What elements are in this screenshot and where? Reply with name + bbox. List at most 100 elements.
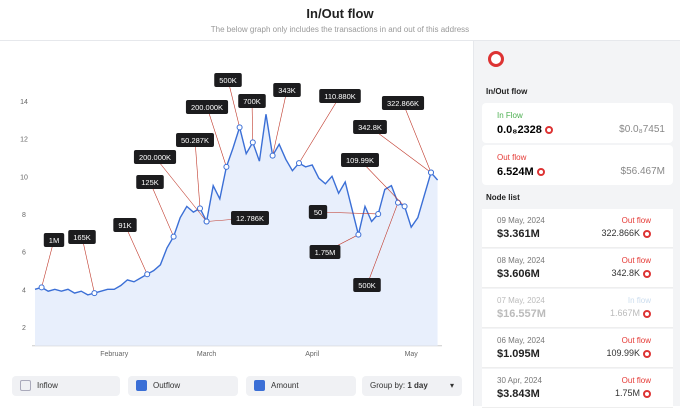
annotation-label: 109.99K — [346, 156, 374, 165]
value: 342.8K — [611, 268, 640, 278]
y-tick-label: 4 — [22, 287, 26, 294]
annotation-point — [395, 199, 401, 206]
label: In Flow — [497, 111, 523, 120]
y-tick-label: 14 — [20, 99, 28, 106]
node-row[interactable]: 30 Apr, 2024 $3.843M Out flow 1.75M — [482, 369, 673, 408]
annotation-leader — [149, 181, 174, 237]
amount: 109.99K — [606, 348, 651, 358]
annotation-point — [375, 210, 382, 217]
node-title: Node list — [486, 193, 520, 202]
annotation-box — [341, 153, 379, 167]
annotation-box — [214, 73, 242, 87]
annotation-point — [91, 290, 98, 297]
node-row[interactable]: 07 May, 2024 $16.557M In flow 1.667M — [482, 289, 673, 328]
annotation-point — [428, 169, 434, 176]
annotation-label: 700K — [243, 97, 261, 106]
y-tick-label: 6 — [22, 250, 26, 257]
usd: $56.467M — [620, 166, 665, 177]
annotation-leader — [366, 202, 399, 286]
annotation-point — [170, 233, 177, 240]
annotation-box — [113, 218, 137, 232]
annotation-label: 125K — [141, 178, 159, 187]
usd: $16.557M — [497, 308, 546, 320]
annotation-label: 200.000K — [139, 153, 171, 162]
annotation-point — [144, 271, 151, 278]
type: In flow — [627, 296, 651, 305]
annotation-box — [309, 245, 341, 259]
title: In/Out flow — [306, 6, 374, 21]
group-select[interactable]: Group by: 1 day ▾ — [362, 376, 462, 396]
amount: 6.524M — [497, 166, 545, 178]
value: 322.866K — [601, 228, 640, 238]
annotation-box — [308, 205, 328, 219]
annotation-leader — [154, 156, 207, 222]
annotation-leader — [317, 211, 379, 215]
logo — [488, 51, 504, 67]
annotation-point — [38, 284, 45, 291]
annotation-box — [353, 278, 381, 292]
amount: 0.0₈2328 — [497, 124, 553, 136]
annotation-leader — [402, 102, 432, 173]
annotation-box — [136, 175, 164, 189]
annotation-box — [238, 94, 266, 108]
node-row[interactable]: 06 May, 2024 $1.095M Out flow 109.99K — [482, 329, 673, 368]
annotation-leader — [81, 236, 95, 294]
line — [34, 114, 439, 296]
label: Group by: — [370, 381, 406, 390]
annotation-label: 342.8K — [358, 123, 382, 132]
inflow-card: In Flow 0.0₈2328 $0.0₈7451 — [482, 103, 673, 143]
outflow-card: Out flow 6.524M $56.467M — [482, 145, 673, 185]
annotation-label: 91K — [118, 221, 131, 230]
annotation-box — [319, 89, 361, 103]
annotation-label: 500K — [358, 281, 376, 290]
x-tick-label: March — [197, 351, 217, 358]
node-row[interactable]: 09 May, 2024 $3.361M Out flow 322.866K — [482, 209, 673, 248]
value: 1 day — [407, 381, 428, 390]
annotation-leader — [206, 106, 227, 167]
area — [35, 114, 438, 346]
annotation-label: 322.866K — [387, 99, 419, 108]
usd: $1.095M — [497, 348, 540, 360]
type: Out flow — [621, 256, 651, 265]
annotation-box — [185, 100, 229, 114]
inflow-toggle[interactable]: Inflow — [12, 376, 120, 396]
x-tick-label: April — [305, 351, 319, 358]
type: Out flow — [621, 216, 651, 225]
annotation-leader — [194, 139, 201, 209]
annotation-point — [296, 160, 302, 167]
annotation-point — [249, 139, 256, 146]
y-tick-label: 12 — [20, 137, 28, 144]
usd: $3.606M — [497, 268, 540, 280]
x-tick-label: February — [100, 351, 129, 358]
amount: 322.866K — [601, 228, 651, 238]
date: 06 May, 2024 — [497, 336, 545, 345]
outflow-toggle[interactable]: Outflow — [128, 376, 238, 396]
annotation-box — [273, 83, 301, 97]
annotation-point — [197, 205, 203, 212]
date: 30 Apr, 2024 — [497, 376, 542, 385]
annotation-point — [355, 231, 362, 238]
annotation-box — [133, 150, 177, 164]
usd: $0.0₈7451 — [619, 124, 665, 135]
subtitle: The below graph only includes the transa… — [210, 25, 470, 34]
node-row[interactable]: 08 May, 2024 $3.606M Out flow 342.8K — [482, 249, 673, 288]
annotation-label: 200.000K — [191, 103, 223, 112]
annotation-point — [269, 152, 276, 159]
y-tick-label: 8 — [22, 212, 26, 219]
annotation-box — [176, 133, 214, 147]
amount-toggle[interactable]: Amount — [246, 376, 356, 396]
annotation-label: 110.880K — [324, 92, 356, 101]
annotation-box — [231, 211, 269, 225]
annotation-leader — [41, 239, 55, 288]
annotation-box — [43, 233, 65, 247]
value: 0.0₈2328 — [497, 124, 542, 136]
annotation-point — [223, 163, 230, 170]
type: Out flow — [621, 336, 651, 345]
annotation-label: 343K — [278, 86, 296, 95]
y-tick-label: 10 — [20, 174, 28, 181]
annotation-box — [68, 230, 96, 244]
value: 6.524M — [497, 166, 534, 178]
header: In/Out flow The below graph only include… — [0, 0, 680, 41]
value: 109.99K — [606, 348, 640, 358]
